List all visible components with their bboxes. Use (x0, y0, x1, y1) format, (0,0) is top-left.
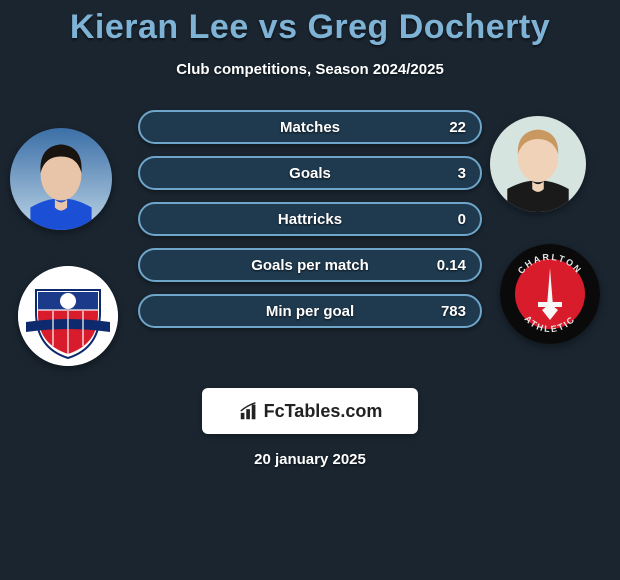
stat-label: Goals (140, 165, 480, 182)
stat-row: Min per goal 783 (138, 294, 482, 328)
bar-chart-icon (238, 400, 260, 422)
stat-row: Goals per match 0.14 (138, 248, 482, 282)
stat-value: 0.14 (437, 257, 466, 274)
stat-value: 783 (441, 303, 466, 320)
stat-label: Min per goal (140, 303, 480, 320)
right-player-avatar (490, 116, 586, 212)
right-club-badge: CHARLTON ATHLETIC (500, 244, 600, 344)
stat-label: Goals per match (140, 257, 480, 274)
subtitle: Club competitions, Season 2024/2025 (0, 61, 620, 78)
stat-row: Hattricks 0 (138, 202, 482, 236)
brand-box: FcTables.com (202, 388, 418, 434)
stat-label: Matches (140, 119, 480, 136)
comparison-area: CHARLTON ATHLETIC Matches 22 Goals 3 Hat… (0, 106, 620, 366)
stat-value: 22 (449, 119, 466, 136)
stat-row: Goals 3 (138, 156, 482, 190)
stats-list: Matches 22 Goals 3 Hattricks 0 Goals per… (138, 110, 482, 340)
datestamp: 20 january 2025 (0, 451, 620, 468)
stat-value: 0 (458, 211, 466, 228)
page-title: Kieran Lee vs Greg Docherty (0, 0, 620, 47)
stat-value: 3 (458, 165, 466, 182)
brand-text: FcTables.com (264, 401, 383, 422)
left-club-badge (18, 266, 118, 366)
stat-row: Matches 22 (138, 110, 482, 144)
stat-label: Hattricks (140, 211, 480, 228)
left-player-avatar (10, 128, 112, 230)
